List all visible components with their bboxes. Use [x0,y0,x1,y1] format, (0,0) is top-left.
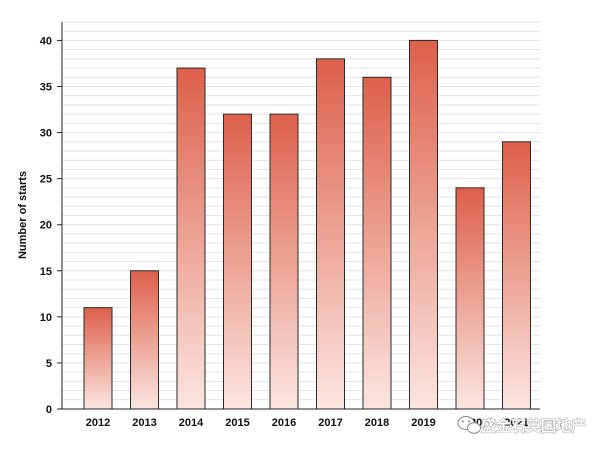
x-tick-label: 2017 [318,417,342,429]
bar-2019 [409,39,438,410]
bars [83,39,531,410]
bar-2015 [223,113,252,410]
watermark: 盛金石英国地产 [457,416,586,435]
wechat-icon [457,416,481,434]
y-tick-label: 15 [40,266,52,278]
y-tick-label: 0 [46,404,52,416]
y-axis-title: Number of starts [17,171,29,259]
bar-2013 [130,270,159,410]
x-tick-label: 2018 [365,417,389,429]
x-tick-label: 2016 [272,417,296,429]
y-tick-labels: 0 5 10 15 20 25 30 35 40 [40,35,52,416]
y-tick-label: 10 [40,312,52,324]
bar-2012 [83,307,113,410]
x-tick-label: 2021 [504,417,528,429]
y-tick-label: 30 [40,128,52,140]
axes [57,22,540,410]
y-tick-label: 40 [40,35,52,47]
bar-2014 [176,67,206,410]
y-tick-label: 20 [40,220,52,232]
x-tick-label: 2013 [132,417,156,429]
y-tick-label: 35 [40,82,52,94]
x-tick-labels: 2012201320142015201620172018201920202021 [86,417,529,429]
bar-2018 [362,76,392,410]
bar-2021 [502,141,531,410]
bar-2016 [269,113,299,410]
x-tick-label: 2012 [86,417,110,429]
x-tick-label: 2014 [179,417,204,429]
x-tick-label: 2015 [225,417,249,429]
bar-2020 [455,187,485,410]
bar-2017 [316,58,345,410]
watermark-text: 盛金石英国地产 [481,417,586,435]
y-tick-label: 5 [46,358,52,370]
y-tick-label: 25 [40,174,52,186]
x-tick-label: 2019 [411,417,435,429]
